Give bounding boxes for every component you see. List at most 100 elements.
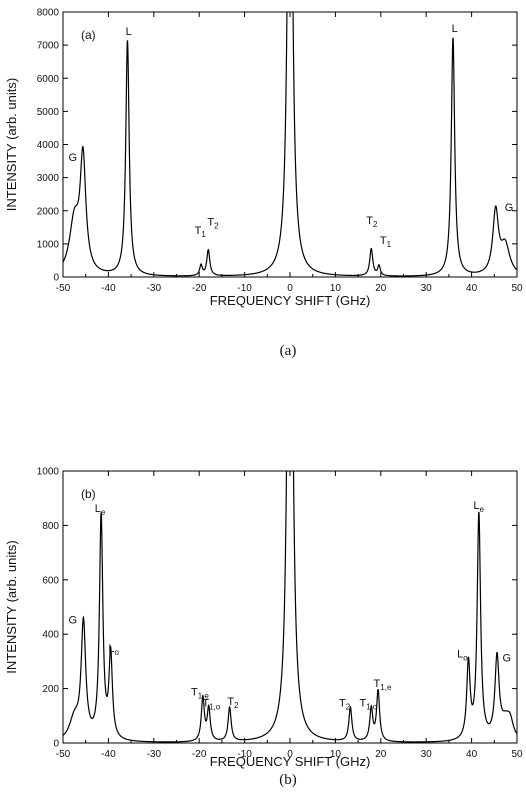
y-tick-label: 600 <box>42 575 59 586</box>
x-tick-label: 20 <box>375 283 387 294</box>
peak-label-main: T <box>195 225 202 237</box>
panel-a-label: (a) <box>81 28 96 42</box>
peak-label-subscript: e <box>101 508 106 517</box>
x-tick-label: -40 <box>101 283 116 294</box>
peak-label-main: T <box>380 235 387 247</box>
peak-label: G <box>505 202 514 214</box>
peak-label: T2 <box>227 696 239 710</box>
x-tick-label: 0 <box>287 749 293 760</box>
peak-label-subscript: 2 <box>346 702 351 711</box>
x-tick-label: -50 <box>56 749 71 760</box>
y-tick-label: 800 <box>42 521 59 532</box>
x-tick-label: 40 <box>466 749 478 760</box>
x-tick-label: -30 <box>147 283 162 294</box>
peak-label-subscript: e <box>480 505 485 514</box>
x-tick-label: 30 <box>421 749 433 760</box>
y-tick-label: 2000 <box>37 206 60 217</box>
peak-label-main: L <box>452 23 458 35</box>
peak-label: Le <box>95 503 106 517</box>
peak-label-main: T <box>202 697 209 709</box>
y-tick-label: 8000 <box>37 8 60 19</box>
peak-label-main: G <box>68 614 77 626</box>
panel-b-x-axis-title: FREQUENCY SHIFT (GHz) <box>210 754 371 769</box>
x-tick-label: 40 <box>466 283 478 294</box>
panel-a-chart: (a) FREQUENCY SHIFT (GHz) INTENSITY (arb… <box>4 8 523 360</box>
peak-label: T1,o <box>359 697 377 711</box>
spectrum-line <box>63 12 517 277</box>
peak-label-subscript: 2 <box>373 220 378 229</box>
peak-label-subscript: 1 <box>201 230 206 239</box>
y-tick-label: 0 <box>53 273 59 284</box>
peak-label: T1 <box>380 235 392 249</box>
peak-label: G <box>68 152 77 164</box>
y-tick-label: 0 <box>53 739 59 750</box>
peak-label: Lo <box>108 643 119 657</box>
peak-label-main: T <box>374 678 381 690</box>
peak-label-subscript: 1 <box>387 240 392 249</box>
panel-b-label: (b) <box>81 487 96 501</box>
x-tick-label: -30 <box>147 749 162 760</box>
peak-label: T2 <box>366 215 378 229</box>
peak-label-subscript: 1,o <box>209 702 221 711</box>
plot-frame <box>62 470 518 744</box>
x-tick-label: 10 <box>330 283 342 294</box>
peak-label-main: L <box>95 503 101 515</box>
panel-a-x-axis-title: FREQUENCY SHIFT (GHz) <box>210 293 371 308</box>
peak-label: T1,e <box>191 686 209 700</box>
peak-label-main: T <box>191 686 198 698</box>
y-tick-label: 4000 <box>37 140 60 151</box>
peak-label: L <box>452 23 458 35</box>
peak-label: L <box>126 26 132 38</box>
peak-label-subscript: o <box>463 653 468 662</box>
peak-label: T1 <box>195 225 207 239</box>
y-tick-label: 1000 <box>37 467 60 478</box>
peak-label: T2 <box>207 217 219 231</box>
y-tick-label: 6000 <box>37 74 60 85</box>
peak-label-subscript: 1,o <box>366 702 378 711</box>
x-tick-label: -20 <box>192 283 207 294</box>
x-tick-label: -10 <box>237 749 252 760</box>
y-tick-label: 400 <box>42 630 59 641</box>
panel-a-y-axis-title: INTENSITY (arb. units) <box>4 78 19 211</box>
y-tick-label: 200 <box>42 684 59 695</box>
peak-label: G <box>68 614 77 626</box>
peak-label: T1,e <box>374 678 392 692</box>
peak-label-main: T <box>207 217 214 229</box>
panel-b-chart: (b) FREQUENCY SHIFT (GHz) INTENSITY (arb… <box>4 467 523 789</box>
peak-label-subscript: o <box>115 648 120 657</box>
peak-label: Le <box>473 500 484 514</box>
peak-label-main: T <box>339 697 346 709</box>
x-tick-label: -40 <box>101 749 116 760</box>
peak-label-subscript: 1,e <box>380 683 392 692</box>
x-tick-label: 10 <box>330 749 342 760</box>
peak-label: G <box>502 652 511 664</box>
peak-label-subscript: 1,e <box>198 691 210 700</box>
x-tick-label: 0 <box>287 283 293 294</box>
x-tick-label: 20 <box>375 749 387 760</box>
peak-label-subscript: 2 <box>234 701 239 710</box>
panel-b-caption: (b) <box>279 772 297 788</box>
x-tick-label: 30 <box>421 283 433 294</box>
peak-label-main: T <box>227 696 234 708</box>
y-tick-label: 7000 <box>37 41 60 52</box>
panel-b-y-axis-title: INTENSITY (arb. units) <box>4 540 19 673</box>
peak-label-main: L <box>457 648 463 660</box>
x-tick-label: -50 <box>56 283 71 294</box>
x-tick-label: 50 <box>511 749 523 760</box>
x-tick-label: -20 <box>192 749 207 760</box>
peak-label-main: G <box>502 652 511 664</box>
peak-label-main: T <box>366 215 373 227</box>
peak-label-main: G <box>505 202 514 214</box>
peak-label: T2 <box>339 697 351 711</box>
y-tick-label: 3000 <box>37 173 60 184</box>
peak-label-main: G <box>68 152 77 164</box>
peak-label-main: L <box>126 26 132 38</box>
x-tick-label: -10 <box>237 283 252 294</box>
spectrum-line <box>63 471 517 743</box>
x-tick-label: 50 <box>511 283 523 294</box>
peak-label-main: L <box>473 500 479 512</box>
peak-label-main: T <box>359 697 366 709</box>
y-tick-label: 1000 <box>37 239 60 250</box>
peak-label-subscript: 2 <box>214 222 219 231</box>
